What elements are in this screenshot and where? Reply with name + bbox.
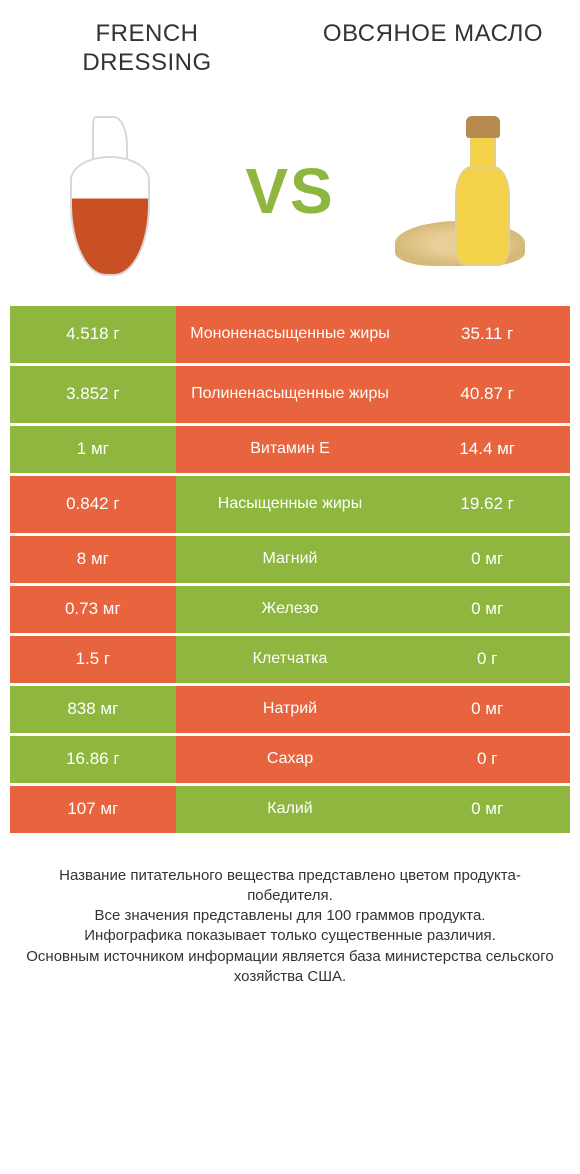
carafe-icon — [60, 106, 160, 276]
nutrient-label-cell: Насыщенные жиры — [176, 476, 405, 536]
right-value-cell: 0 мг — [404, 686, 570, 736]
infographic-container: FRENCH DRESSING ОВСЯНОЕ МАСЛО VS 4.518 г… — [0, 0, 580, 1174]
footer-line: Инфографика показывает только существенн… — [24, 926, 556, 946]
table-row: 838 мгНатрий0 мг — [10, 686, 570, 736]
nutrient-label-cell: Сахар — [176, 736, 405, 786]
nutrient-label-cell: Калий — [176, 786, 405, 836]
right-value-cell: 14.4 мг — [404, 426, 570, 476]
right-value-cell: 0 мг — [404, 536, 570, 586]
header: FRENCH DRESSING ОВСЯНОЕ МАСЛО — [10, 10, 570, 86]
table-row: 1 мгВитамин E14.4 мг — [10, 426, 570, 476]
left-value-cell: 838 мг — [10, 686, 176, 736]
left-value-cell: 107 мг — [10, 786, 176, 836]
nutrient-label-cell: Клетчатка — [176, 636, 405, 686]
left-product-image — [30, 101, 190, 281]
left-value-cell: 1.5 г — [10, 636, 176, 686]
table-row: 16.86 гСахар0 г — [10, 736, 570, 786]
right-value-cell: 0 мг — [404, 586, 570, 636]
nutrient-label-cell: Витамин E — [176, 426, 405, 476]
oil-bottle-icon — [450, 116, 520, 266]
nutrient-label-cell: Натрий — [176, 686, 405, 736]
footer-line: Все значения представлены для 100 граммо… — [24, 906, 556, 926]
table-row: 8 мгМагний0 мг — [10, 536, 570, 586]
table-row: 3.852 гПолиненасыщенные жиры40.87 г — [10, 366, 570, 426]
left-value-cell: 0.73 мг — [10, 586, 176, 636]
nutrient-label-cell: Железо — [176, 586, 405, 636]
table-row: 0.73 мгЖелезо0 мг — [10, 586, 570, 636]
left-value-cell: 16.86 г — [10, 736, 176, 786]
right-product-image — [390, 101, 550, 281]
vs-label: VS — [245, 154, 334, 228]
left-value-cell: 1 мг — [10, 426, 176, 476]
right-value-cell: 35.11 г — [404, 306, 570, 366]
left-value-cell: 8 мг — [10, 536, 176, 586]
nutrient-label-cell: Магний — [176, 536, 405, 586]
hero-row: VS — [10, 86, 570, 306]
right-value-cell: 0 мг — [404, 786, 570, 836]
table-row: 107 мгКалий0 мг — [10, 786, 570, 836]
footer-line: Основным источником информации является … — [24, 947, 556, 988]
footer-line: Название питательного вещества представл… — [24, 866, 556, 907]
right-value-cell: 0 г — [404, 736, 570, 786]
left-value-cell: 4.518 г — [10, 306, 176, 366]
nutrient-label-cell: Мононенасыщенные жиры — [176, 306, 405, 366]
nutrient-label-cell: Полиненасыщенные жиры — [176, 366, 405, 426]
right-product-title: ОВСЯНОЕ МАСЛО — [316, 20, 550, 78]
right-value-cell: 0 г — [404, 636, 570, 686]
table-row: 4.518 гМононенасыщенные жиры35.11 г — [10, 306, 570, 366]
left-product-title: FRENCH DRESSING — [30, 20, 264, 78]
left-value-cell: 0.842 г — [10, 476, 176, 536]
footer-notes: Название питательного вещества представл… — [10, 836, 570, 998]
left-value-cell: 3.852 г — [10, 366, 176, 426]
table-row: 0.842 гНасыщенные жиры19.62 г — [10, 476, 570, 536]
right-value-cell: 40.87 г — [404, 366, 570, 426]
right-value-cell: 19.62 г — [404, 476, 570, 536]
table-row: 1.5 гКлетчатка0 г — [10, 636, 570, 686]
comparison-table: 4.518 гМононенасыщенные жиры35.11 г3.852… — [10, 306, 570, 836]
